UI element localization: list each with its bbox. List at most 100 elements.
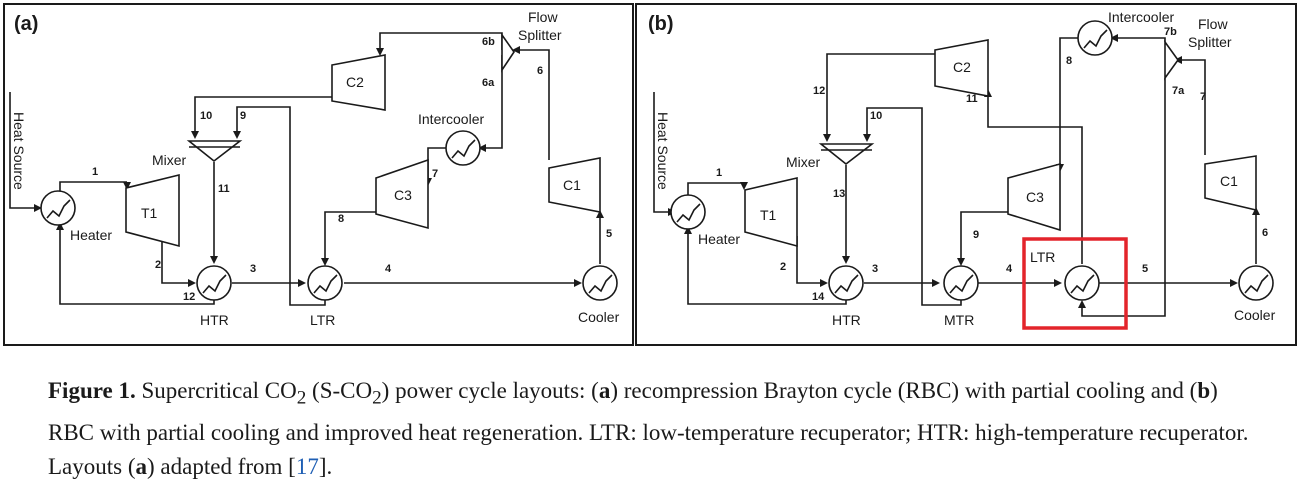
mtr-exchanger [943, 265, 979, 301]
intercooler-b [1077, 20, 1113, 56]
b-line-5-arrow [1230, 279, 1238, 287]
b-line-7b-arrow [1110, 34, 1118, 42]
b-line-12 [826, 53, 935, 135]
cooler-label: Cooler [578, 309, 620, 325]
b-state-3: 3 [872, 263, 878, 275]
caption-text-5: ) RBC with partial cooling and improved … [48, 378, 1249, 479]
line-2-arrow [188, 279, 196, 287]
t1-label: T1 [141, 205, 158, 221]
htr-exchanger-b [828, 265, 864, 301]
b-line-7a-arrow [1078, 300, 1086, 308]
b-state-5: 5 [1142, 263, 1148, 275]
line-c2-out [194, 96, 332, 132]
b-line-9 [960, 211, 1008, 260]
caption-subscript-2: 2 [372, 387, 382, 409]
line-11-arrow [210, 256, 218, 264]
c3-label: C3 [394, 187, 412, 203]
b-line-1-arrow [740, 182, 748, 190]
line-6a-arrow [478, 144, 486, 152]
state-6: 6 [537, 65, 543, 77]
caption-text-6: ) adapted from [ [147, 453, 296, 479]
line-6b-arrow [376, 48, 384, 56]
b-state-13: 13 [833, 188, 845, 200]
cycle-diagram-figure: (a) Heat Source [3, 3, 1297, 346]
mtr-label: MTR [944, 312, 974, 328]
line-6-arrow [512, 46, 520, 54]
b-state-12: 12 [813, 85, 825, 97]
ltr-zigzag-icon [313, 274, 338, 294]
b-line-10 [866, 107, 962, 306]
b-state-1: 1 [716, 167, 722, 179]
line-2 [161, 232, 190, 284]
line-6a [480, 55, 503, 149]
heat-source-label-b: Heat Source [655, 112, 671, 190]
b-line-7 [1180, 59, 1206, 155]
c2-label-b: C2 [953, 59, 971, 75]
mixer-label: Mixer [152, 152, 187, 168]
intercooler-zigzag-icon [451, 139, 476, 159]
c3-label-b: C3 [1026, 189, 1044, 205]
line-12 [59, 228, 215, 305]
b-line-12-arrow [823, 134, 831, 142]
b-state-9: 9 [973, 229, 979, 241]
state-6b: 6b [482, 36, 495, 48]
figure-number: Figure 1. [48, 378, 136, 403]
htr-label-b: HTR [832, 312, 861, 328]
state-11: 11 [218, 183, 230, 195]
state-7: 7 [432, 168, 438, 180]
intercooler-b-zigzag-icon [1083, 29, 1108, 49]
citation-link[interactable]: 17 [295, 453, 319, 479]
cooler-exchanger [582, 265, 618, 301]
b-state-8: 8 [1066, 55, 1072, 67]
line-9 [236, 106, 326, 306]
state-10: 10 [200, 110, 212, 122]
ltr-exchanger-b [1064, 265, 1100, 301]
b-line-8 [1059, 37, 1079, 166]
line-9-arrow [233, 131, 241, 139]
compressor-c2-b [934, 39, 989, 97]
caption-subscript-1: 2 [296, 387, 307, 409]
line-8 [324, 211, 376, 260]
line-3-arrow [298, 279, 306, 287]
panel-a-label: (a) [14, 13, 38, 35]
flow-splitter-a [501, 32, 515, 73]
b-line-13-arrow [842, 256, 850, 264]
c2-label: C2 [346, 74, 364, 90]
htr-label: HTR [200, 312, 229, 328]
flow-splitter-b [1164, 39, 1179, 81]
line-10-arrow [191, 131, 199, 139]
panel-b: (b) Heat Source [635, 3, 1297, 346]
flow-splitter-b-label-1: Flow [1198, 16, 1228, 32]
state-3: 3 [250, 263, 256, 275]
line-12-arrow [56, 222, 64, 230]
mixer-b [818, 143, 875, 166]
b-state-6: 6 [1262, 227, 1268, 239]
caption-panel-b-ref: b [1197, 378, 1211, 403]
line-5-arrow [596, 210, 604, 218]
mixer-label-b: Mixer [786, 154, 821, 170]
state-12: 12 [183, 291, 195, 303]
ltr-label: LTR [310, 312, 335, 328]
intercooler-label-b: Intercooler [1108, 9, 1174, 25]
caption-panel-a-ref-2: a [135, 453, 148, 479]
b-line-6-arrow [1252, 207, 1260, 215]
b-line-2 [796, 236, 822, 284]
state-5: 5 [606, 228, 612, 240]
ltr-label-b: LTR [1030, 249, 1055, 265]
b-state-10: 10 [870, 110, 882, 122]
b-state-7: 7 [1200, 91, 1206, 103]
heater-label-b: Heater [698, 231, 740, 247]
state-1: 1 [92, 166, 98, 178]
compressor-c3-b [1007, 162, 1061, 232]
ltr-b-zigzag-icon [1070, 274, 1095, 294]
flow-splitter-label-1: Flow [528, 9, 558, 25]
b-line-14 [687, 232, 847, 305]
mixer-a [186, 140, 243, 163]
compressor-c2 [331, 54, 386, 111]
state-9: 9 [240, 110, 246, 122]
caption-text-7: ]. [318, 453, 333, 479]
b-state-2: 2 [780, 261, 786, 273]
panel-b-frame [635, 3, 1297, 346]
heat-source-line [9, 92, 36, 209]
cooler-exchanger-b [1238, 265, 1274, 301]
